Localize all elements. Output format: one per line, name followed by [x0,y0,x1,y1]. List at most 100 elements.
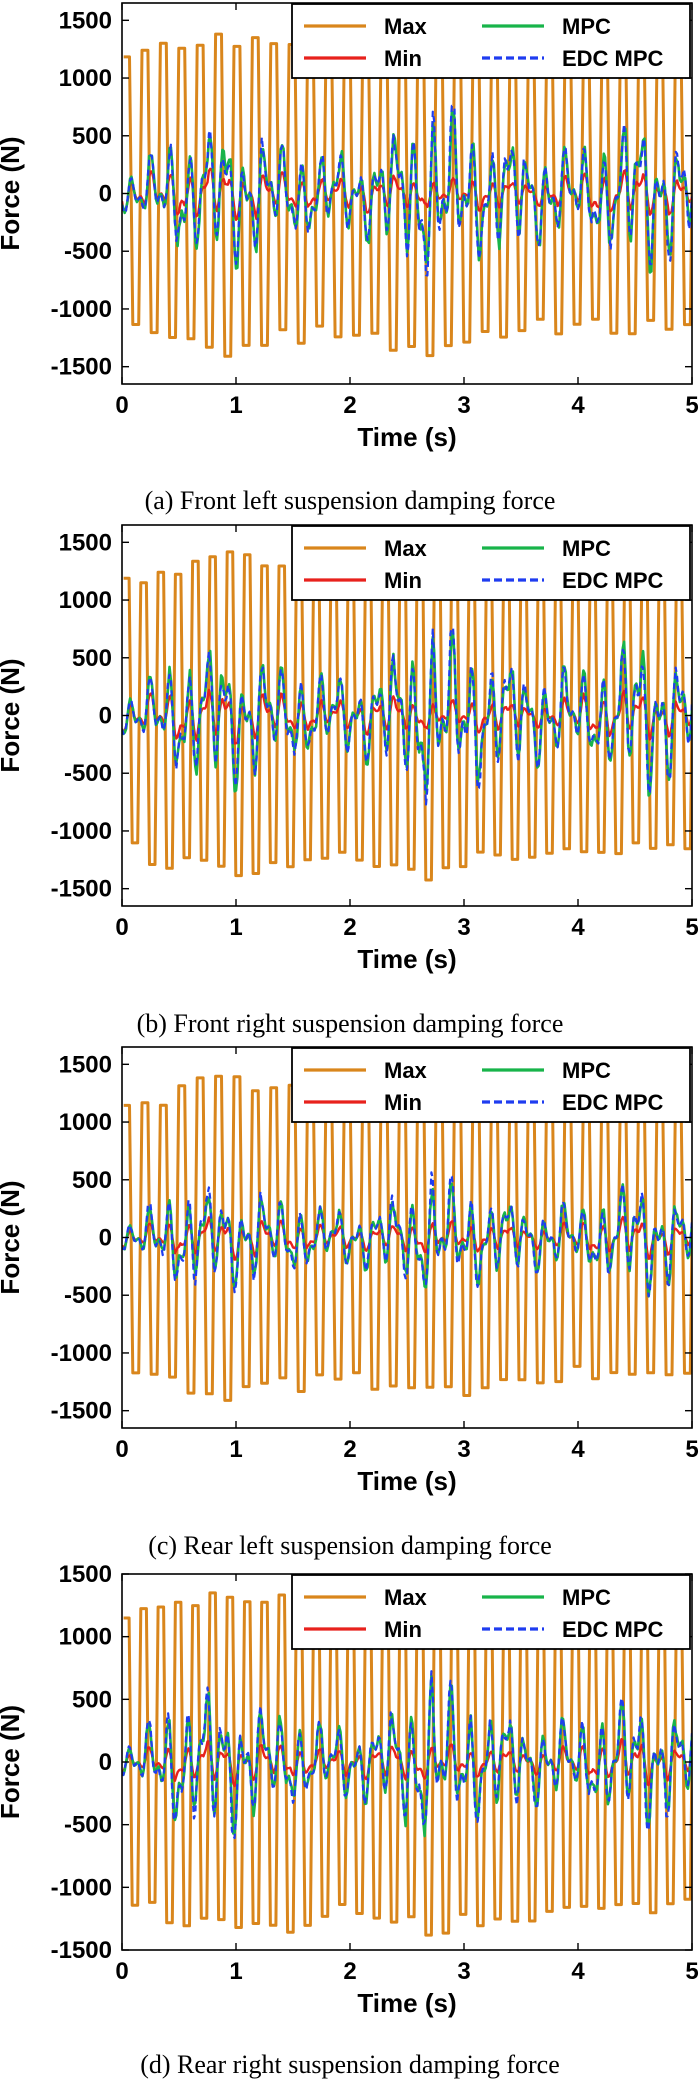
y-tick-label: -500 [64,760,112,787]
legend-label-mpc: MPC [562,1058,611,1083]
y-axis-label: Force (N) [0,1180,25,1294]
chart-panel-4: -1500 -1000 -500 0 500 1000 1500 0 1 2 3 4 5 Time (s)… [0,1561,699,2079]
y-axis-label: Force (N) [0,658,25,772]
legend-label-edc-mpc: EDC MPC [562,46,664,71]
legend-box [291,1047,691,1123]
panel-caption: (c) Rear left suspension damping force [148,1531,552,1560]
y-tick-label: 1000 [59,1109,112,1136]
y-tick-label: 0 [99,1225,112,1252]
legend-box [291,3,691,79]
y-tick-label: 1000 [59,1624,112,1651]
y-tick-label: -1000 [51,1340,112,1367]
y-tick-label: -1000 [51,1874,112,1901]
x-tick-label: 2 [343,1436,356,1463]
legend-label-edc-mpc: EDC MPC [562,1090,664,1115]
legend-label-min: Min [384,568,422,593]
y-tick-label: 1500 [59,7,112,34]
x-axis-label: Time (s) [357,944,456,974]
x-tick-label: 1 [229,392,242,419]
x-tick-label: 0 [115,914,128,941]
legend-label-max: Max [384,1585,428,1610]
series-edc-mpc-line [122,104,692,277]
legend-label-mpc: MPC [562,14,611,39]
y-tick-label: -500 [64,1282,112,1309]
legend-label-max: Max [384,536,428,561]
legend-label-edc-mpc: EDC MPC [562,568,664,593]
legend-label-min: Min [384,1090,422,1115]
y-tick-label: 500 [72,645,112,672]
chart-panel-3: -1500 -1000 -500 0 500 1000 1500 0 1 2 3 4 5 Time (s)… [0,1046,699,1560]
y-tick-label: 1500 [59,1051,112,1078]
y-tick-label: -1500 [51,1398,112,1425]
legend-label-max: Max [384,14,428,39]
legend-label-max: Max [384,1058,428,1083]
y-tick-label: -1500 [51,1937,112,1964]
x-tick-label: 0 [115,1436,128,1463]
y-tick-label: 0 [99,703,112,730]
series-min-line [122,167,692,221]
y-tick-label: 1500 [59,1561,112,1588]
y-tick-label: -500 [64,1812,112,1839]
legend-label-min: Min [384,1617,422,1642]
x-tick-label: 5 [685,392,698,419]
x-axis-label: Time (s) [357,1988,456,2018]
y-tick-label: 0 [99,1749,112,1776]
y-tick-label: -1500 [51,876,112,903]
legend-box [291,1574,691,1650]
x-tick-label: 0 [115,392,128,419]
x-axis-label: Time (s) [357,422,456,452]
y-axis-label: Force (N) [0,1705,25,1819]
legend-label-mpc: MPC [562,536,611,561]
x-tick-label: 4 [571,1436,585,1463]
y-tick-label: 0 [99,181,112,208]
series-edc-mpc-line [122,1670,692,1840]
panel-caption: (a) Front left suspension damping force [145,486,556,515]
plot-lines [122,1583,692,1937]
x-tick-label: 3 [457,392,470,419]
x-tick-label: 0 [115,1958,128,1985]
x-axis-label: Time (s) [357,1466,456,1496]
legend: Max Min MPC EDC MPC [291,3,691,79]
x-tick-label: 4 [571,914,585,941]
y-tick-label: -500 [64,238,112,265]
y-tick-label: -1500 [51,354,112,381]
chart-panel-2: -1500 -1000 -500 0 500 1000 1500 0 1 2 3 4 5 Time (s)… [0,524,699,1038]
legend-label-min: Min [384,46,422,71]
x-tick-label: 3 [457,1958,470,1985]
x-tick-label: 4 [571,1958,585,1985]
legend-label-edc-mpc: EDC MPC [562,1617,664,1642]
x-tick-label: 2 [343,914,356,941]
legend: Max Min MPC EDC MPC [291,1047,691,1123]
y-tick-label: 1000 [59,65,112,92]
series-max-line [123,1583,692,1937]
x-tick-label: 1 [229,1958,242,1985]
x-tick-label: 3 [457,914,470,941]
legend-box [291,525,691,601]
x-tick-label: 5 [685,1436,698,1463]
panel-caption: (b) Front right suspension damping force [137,1009,564,1038]
y-tick-label: 1000 [59,587,112,614]
x-tick-label: 1 [229,914,242,941]
x-tick-label: 5 [685,914,698,941]
series-edc-mpc-line [122,626,692,806]
y-tick-label: 1500 [59,529,112,556]
y-tick-label: 500 [72,1167,112,1194]
x-tick-label: 3 [457,1436,470,1463]
y-tick-label: 500 [72,1686,112,1713]
x-tick-label: 1 [229,1436,242,1463]
plot-lines [122,549,692,882]
legend: Max Min MPC EDC MPC [291,525,691,601]
chart-panel-1: -1500 -1000 -500 0 500 1000 1500 0 1 2 3 4 5 Time (s)… [0,2,699,515]
x-tick-label: 5 [685,1958,698,1985]
legend-label-mpc: MPC [562,1585,611,1610]
x-tick-label: 4 [571,392,585,419]
y-tick-label: -1000 [51,818,112,845]
panel-caption: (d) Rear right suspension damping force [140,2050,560,2079]
y-tick-label: 500 [72,123,112,150]
y-tick-label: -1000 [51,296,112,323]
legend: Max Min MPC EDC MPC [291,1574,691,1650]
y-axis-label: Force (N) [0,136,25,250]
series-max-line [123,549,692,882]
x-tick-label: 2 [343,1958,356,1985]
